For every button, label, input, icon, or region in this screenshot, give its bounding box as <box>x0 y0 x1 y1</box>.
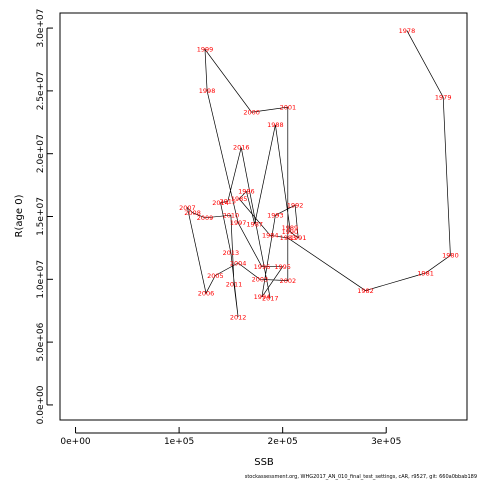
year-label-2007: 2007 <box>179 204 196 212</box>
x-axis-title: SSB <box>254 457 274 468</box>
year-label-1991: 1991 <box>290 234 307 242</box>
year-label-2016: 2016 <box>233 144 250 152</box>
year-label-2008: 2008 <box>184 209 201 217</box>
year-label-1981: 1981 <box>417 269 434 277</box>
y-tick-label: 5.0e+06 <box>36 322 46 361</box>
x-tick-label: 3e+05 <box>371 437 401 447</box>
year-label-1997: 1997 <box>230 219 247 227</box>
year-label-2014: 2014 <box>212 199 229 207</box>
year-label-1994: 1994 <box>254 293 271 301</box>
year-label-1983: 1983 <box>280 234 297 242</box>
year-label-1990: 1990 <box>282 228 299 236</box>
year-label-2000: 2000 <box>243 109 260 117</box>
year-label-1989: 1989 <box>282 224 299 232</box>
year-label-2002: 2002 <box>280 277 297 285</box>
year-label-1982: 1982 <box>357 287 374 295</box>
y-tick-label: 2.0e+07 <box>36 134 46 173</box>
year-label-1978: 1978 <box>399 27 416 35</box>
y-axis: 0.0e+00 5.0e+06 1.0e+07 1.5e+07 2.0e+07 2.5e+… <box>36 9 53 424</box>
year-labels: 1978197919801981198219831984198519861987… <box>179 27 459 321</box>
year-label-1985: 1985 <box>231 195 248 203</box>
x-tick-label: 1e+05 <box>164 437 194 447</box>
year-label-1996: 1996 <box>254 263 271 271</box>
year-label-1999: 1999 <box>197 46 214 54</box>
year-label-2005: 2005 <box>207 272 224 280</box>
year-label-1988: 1988 <box>267 121 284 129</box>
year-label-2013: 2013 <box>223 249 240 257</box>
year-label-1993: 1993 <box>267 212 284 220</box>
year-label-1987: 1987 <box>246 220 263 228</box>
year-label-2011: 2011 <box>226 281 243 289</box>
year-label-1992: 1992 <box>287 201 304 209</box>
year-label-2004: 2004 <box>230 259 247 267</box>
year-label-1986: 1986 <box>238 188 255 196</box>
y-tick-label: 3.0e+07 <box>36 9 46 48</box>
year-label-2012: 2012 <box>230 313 247 321</box>
year-label-2010: 2010 <box>223 212 240 220</box>
year-label-2006: 2006 <box>198 289 215 297</box>
year-label-2001: 2001 <box>280 104 297 112</box>
y-axis-title: R(age 0) <box>14 194 25 237</box>
y-tick-label: 2.5e+07 <box>36 71 46 110</box>
year-label-2015: 2015 <box>219 198 236 206</box>
year-label-1980: 1980 <box>442 252 459 260</box>
y-tick-label: 1.5e+07 <box>36 197 46 236</box>
recruitment-path <box>186 30 451 318</box>
y-tick-label: 1.0e+07 <box>36 260 46 299</box>
series-polyline <box>186 30 451 318</box>
y-tick-label: 0.0e+00 <box>36 385 46 424</box>
year-label-1995: 1995 <box>274 263 291 271</box>
year-label-1979: 1979 <box>435 93 452 101</box>
year-label-2009: 2009 <box>197 214 214 222</box>
footer-note: stockassessment.org, WHG2017_AN_010_fina… <box>245 474 477 480</box>
year-label-2017: 2017 <box>262 294 279 302</box>
year-label-2003: 2003 <box>252 276 269 284</box>
x-tick-label: 2e+05 <box>268 437 298 447</box>
plot-frame <box>59 12 468 421</box>
x-axis: 0e+00 1e+05 2e+05 3e+05 <box>60 427 401 447</box>
year-label-1984: 1984 <box>262 232 279 240</box>
x-tick-label: 0e+00 <box>60 437 91 447</box>
year-label-1998: 1998 <box>199 87 216 95</box>
